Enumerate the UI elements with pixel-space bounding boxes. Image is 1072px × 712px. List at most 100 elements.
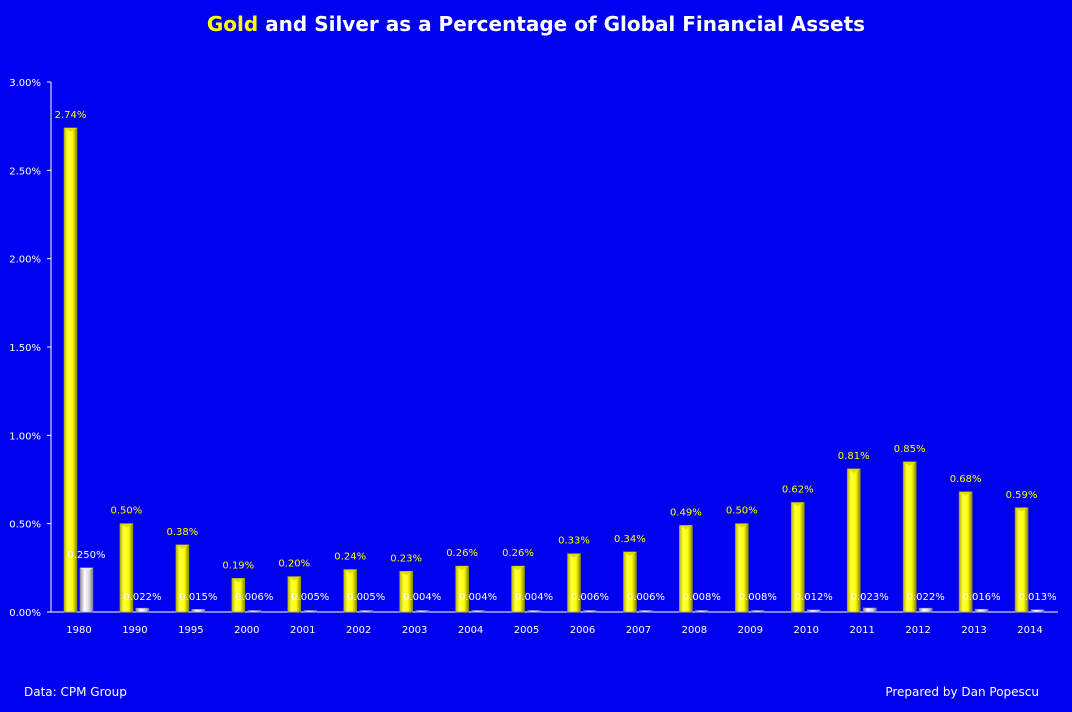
silver-bar — [807, 609, 821, 613]
gold-value-label: 0.34% — [614, 534, 646, 545]
y-tick-label: 0.50% — [9, 520, 41, 531]
gold-value-label: 0.50% — [726, 506, 758, 517]
x-tick-label: 2009 — [738, 625, 763, 636]
x-tick-label: 2005 — [514, 625, 539, 636]
silver-value-label: 0.023% — [851, 592, 889, 603]
silver-bar — [79, 567, 94, 613]
gold-value-label: 2.74% — [55, 110, 87, 121]
silver-value-label: 0.004% — [403, 592, 441, 603]
gold-bar — [735, 523, 749, 613]
gold-value-label: 0.26% — [446, 548, 478, 559]
silver-bar — [695, 610, 709, 613]
gold-bar — [455, 565, 469, 613]
gold-bar — [958, 491, 973, 613]
gold-value-label: 0.62% — [782, 484, 814, 495]
silver-bar — [471, 610, 485, 613]
gold-value-label: 0.38% — [166, 527, 198, 538]
x-tick-label: 2014 — [1017, 625, 1042, 636]
gold-bar — [175, 544, 190, 613]
gold-bar — [846, 468, 861, 613]
silver-bar — [303, 610, 317, 613]
silver-value-label: 0.013% — [1018, 592, 1056, 603]
x-tick-label: 2004 — [458, 625, 483, 636]
gold-value-label: 0.33% — [558, 536, 590, 547]
x-tick-label: 2000 — [234, 625, 259, 636]
chart-title: Gold and Silver as a Percentage of Globa… — [0, 12, 1072, 36]
gold-value-label: 0.50% — [111, 506, 143, 517]
gold-bar — [119, 523, 134, 613]
silver-value-label: 0.006% — [571, 592, 609, 603]
gold-value-label: 0.59% — [1006, 490, 1038, 501]
silver-bar — [974, 608, 989, 613]
gold-value-label: 0.81% — [838, 451, 870, 462]
silver-value-label: 0.008% — [683, 592, 721, 603]
title-highlight: Gold — [206, 12, 259, 36]
bars: 2.74% 0.250% 0.50% 0.022% 0.38% 0.015% 0.19% 0.… — [55, 110, 1057, 613]
y-tick-label: 1.00% — [9, 431, 41, 442]
gold-bar — [231, 578, 246, 613]
x-tick-label: 1980 — [66, 625, 91, 636]
credit: Prepared by Dan Popescu — [885, 685, 1039, 699]
gold-value-label: 0.49% — [670, 507, 702, 518]
silver-value-label: 0.006% — [627, 592, 665, 603]
silver-bar — [247, 610, 262, 613]
x-tick-label: 2007 — [626, 625, 651, 636]
x-tick-label: 1990 — [122, 625, 147, 636]
gold-bar — [287, 576, 302, 613]
gold-value-label: 0.26% — [502, 548, 534, 559]
x-tick-label: 2008 — [682, 625, 707, 636]
silver-value-label: 0.008% — [739, 592, 777, 603]
silver-value-label: 0.005% — [347, 592, 385, 603]
gold-bar — [399, 571, 413, 613]
gold-value-label: 0.23% — [390, 553, 422, 564]
x-tick-label: 2013 — [961, 625, 986, 636]
silver-value-label: 0.006% — [235, 592, 273, 603]
x-tick-label: 2012 — [905, 625, 930, 636]
silver-bar — [415, 610, 429, 613]
gold-bar — [623, 551, 637, 613]
gold-value-label: 0.19% — [222, 560, 254, 571]
y-tick-label: 3.00% — [9, 78, 41, 89]
x-tick-label: 2002 — [346, 625, 371, 636]
gold-value-label: 0.24% — [334, 552, 366, 563]
silver-value-label: 0.022% — [123, 592, 161, 603]
silver-bar — [751, 610, 765, 613]
gold-bar — [679, 525, 693, 613]
gold-bar — [1014, 507, 1029, 613]
silver-bar — [862, 607, 877, 613]
silver-value-label: 0.022% — [907, 592, 945, 603]
x-tick-label: 2003 — [402, 625, 427, 636]
y-tick-label: 1.50% — [9, 343, 41, 354]
silver-value-label: 0.250% — [67, 550, 105, 561]
gold-bar — [902, 461, 917, 613]
x-tick-label: 2001 — [290, 625, 315, 636]
silver-value-label: 0.005% — [291, 592, 329, 603]
y-tick-label: 2.00% — [9, 255, 41, 266]
gold-value-label: 0.85% — [894, 444, 926, 455]
x-tick-label: 2010 — [794, 625, 819, 636]
silver-bar — [527, 610, 541, 613]
y-tick-label: 0.00% — [9, 608, 41, 619]
title-rest: and Silver as a Percentage of Global Fin… — [258, 12, 866, 36]
silver-bar — [918, 607, 933, 613]
silver-bar — [191, 609, 206, 613]
silver-value-label: 0.004% — [459, 592, 497, 603]
silver-bar — [135, 607, 150, 613]
y-tick-label: 2.50% — [9, 166, 41, 177]
x-tick-label: 2011 — [849, 625, 874, 636]
silver-value-label: 0.015% — [179, 592, 217, 603]
gold-bar — [567, 553, 581, 613]
x-tick-label: 2006 — [570, 625, 595, 636]
gold-bar — [790, 502, 805, 613]
x-tick-label: 1995 — [178, 625, 203, 636]
silver-bar — [1030, 609, 1045, 613]
silver-bar — [583, 610, 597, 613]
silver-value-label: 0.012% — [795, 592, 833, 603]
gold-value-label: 0.68% — [950, 474, 982, 485]
silver-value-label: 0.016% — [963, 592, 1001, 603]
silver-bar — [359, 610, 373, 613]
axes: 0.00% 0.50% 1.00% 1.50% 2.00% 2.50% 3.00% 1980 1… — [9, 78, 1058, 636]
gold-bar — [511, 565, 525, 613]
gold-bar — [343, 569, 357, 613]
